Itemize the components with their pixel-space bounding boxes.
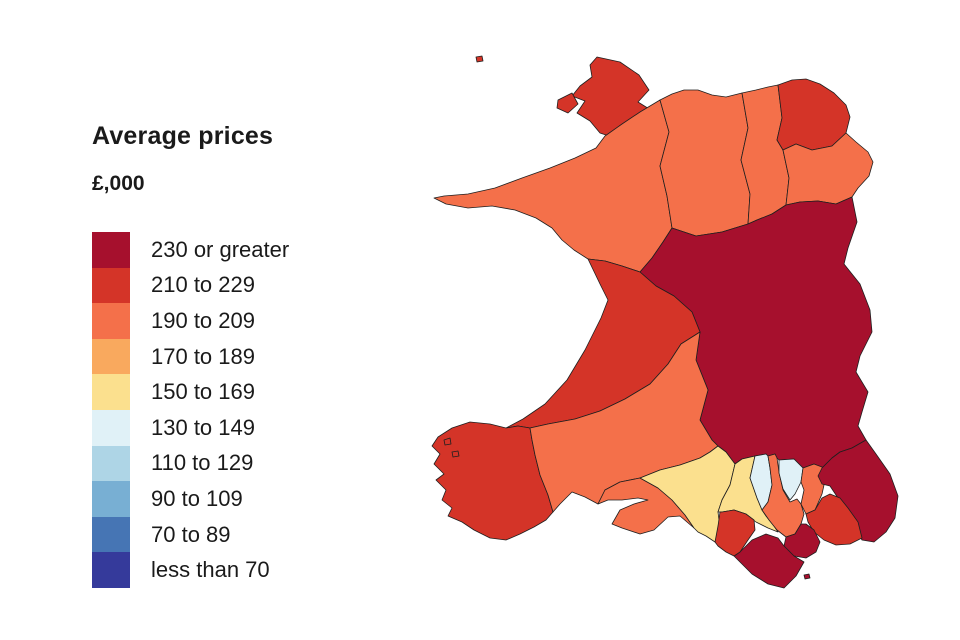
legend-item: 190 to 209 — [92, 303, 289, 339]
map-region-gwynedd: Gwynedd — [433, 99, 673, 273]
legend-item-label: 190 to 209 — [151, 307, 255, 333]
legend-item: 150 to 169 — [92, 374, 289, 410]
legend-item: 110 to 129 — [92, 445, 289, 482]
map-region-islet-flat-holm: islet-flat-holm — [803, 573, 811, 580]
legend-item: 230 or greater — [92, 232, 289, 268]
legend-item-label: 230 or greater — [151, 236, 290, 262]
legend-swatch — [92, 232, 130, 268]
legend-item-label: 150 to 169 — [151, 379, 255, 405]
legend-item: 210 to 229 — [92, 267, 289, 304]
legend-item-label: 210 to 229 — [151, 272, 255, 298]
legend-swatch — [92, 552, 130, 588]
map-region-islet-skomer: islet-skomer — [451, 450, 460, 458]
legend-item: 170 to 189 — [92, 338, 289, 375]
legend-swatch — [92, 445, 130, 482]
legend-swatch — [92, 267, 130, 304]
legend-item: 90 to 109 — [92, 481, 289, 517]
map-region-holy-island: Holy Island — [556, 92, 579, 114]
legend-swatch — [92, 338, 130, 375]
chart-units-label: £,000 — [92, 172, 145, 195]
legend-swatch — [92, 374, 130, 410]
legend-item-label: 170 to 189 — [151, 343, 255, 369]
map-region-islet-north-west: islet-north-west — [475, 55, 484, 63]
legend-item-label: 90 to 109 — [151, 485, 243, 511]
legend-item: less than 70 — [92, 552, 289, 588]
legend-item-label: 130 to 149 — [151, 414, 255, 440]
legend-item-label: 110 to 129 — [151, 450, 254, 476]
legend-item: 130 to 149 — [92, 409, 289, 446]
map-region-blaenau-gwent: Blaenau Gwent — [778, 458, 804, 501]
map-region-islet-ramsey: islet-ramsey — [443, 437, 452, 446]
map-region-conwy: Conwy — [659, 89, 751, 237]
legend-item-label: less than 70 — [151, 557, 270, 583]
legend-item: 70 to 89 — [92, 516, 289, 553]
map-region-monmouthshire: Monmouthshire — [817, 439, 899, 543]
legend-swatch — [92, 409, 130, 446]
legend-item-label: 70 to 89 — [151, 521, 231, 547]
legend-swatch — [92, 303, 130, 339]
map-region-vale-of-glamorgan: Vale of Glamorgan — [733, 533, 805, 589]
chart-title: Average prices — [92, 122, 274, 150]
legend-swatch — [92, 481, 130, 517]
legend-swatch — [92, 516, 130, 553]
legend: 230 or greater 210 to 229 190 to 209 170 to… — [92, 232, 289, 588]
map-region-bridgend: Bridgend — [714, 509, 756, 557]
